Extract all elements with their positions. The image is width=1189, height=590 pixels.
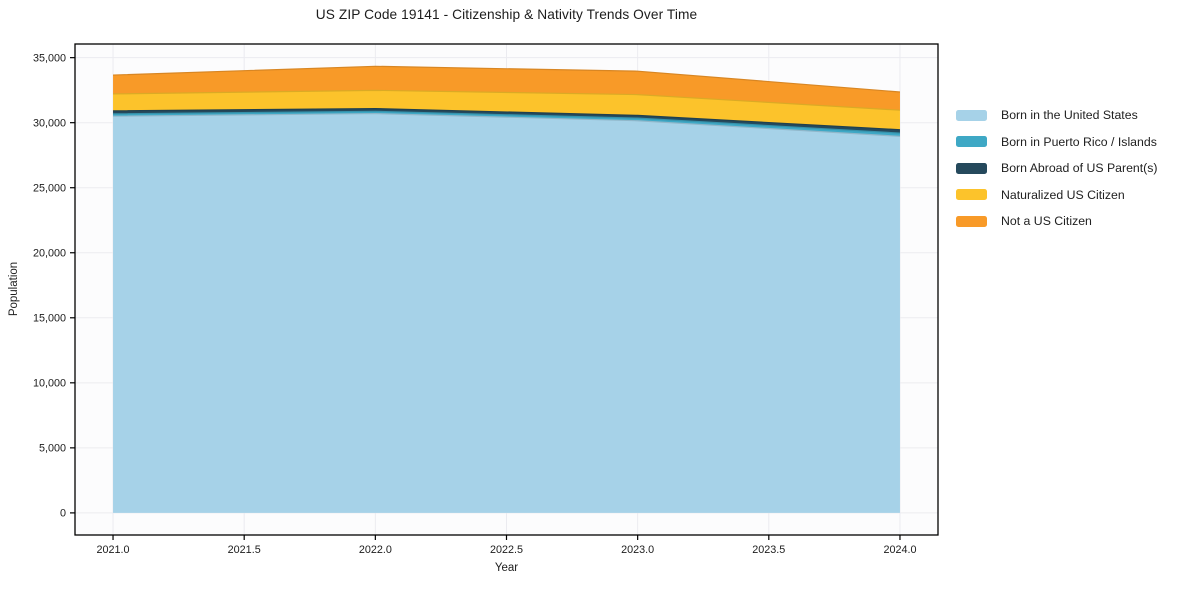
- y-tick-label: 0: [60, 508, 66, 520]
- y-tick-label: 25,000: [33, 183, 66, 195]
- x-tick-label: 2024.0: [883, 544, 916, 556]
- y-axis-label: Population: [8, 261, 20, 317]
- area-not-a-us-citizen: [113, 66, 900, 111]
- area-edge-not-a-us-citizen: [113, 65, 901, 93]
- legend-swatch-icon: [956, 215, 987, 227]
- y-tick-label: 5,000: [39, 443, 66, 455]
- area-edge-born-in-the-united-states: [113, 112, 901, 137]
- x-tick-label: 2021.0: [97, 544, 130, 556]
- area-edge-born-abroad-of-us-parent-s: [113, 107, 900, 131]
- y-tick-label: 30,000: [33, 117, 66, 129]
- area-naturalized-us-citizen: [113, 90, 900, 130]
- legend-item-born-abroad-of-us-parent-s: Born Abroad of US Parent(s): [956, 160, 1158, 176]
- legend-label: Born in the United States: [1001, 108, 1138, 122]
- legend-item-born-in-the-united-states: Born in the United States: [956, 107, 1158, 123]
- legend-item-born-in-puerto-rico-islands: Born in Puerto Rico / Islands: [956, 134, 1158, 150]
- legend-item-naturalized-us-citizen: Naturalized US Citizen: [956, 187, 1158, 203]
- y-tick-label: 20,000: [33, 248, 66, 260]
- y-tick-label: 15,000: [33, 313, 66, 325]
- x-tick-label: 2022.0: [359, 544, 392, 556]
- legend-item-not-a-us-citizen: Not a US Citizen: [956, 213, 1158, 229]
- y-tick-label: 35,000: [33, 52, 66, 64]
- x-tick-label: 2022.5: [490, 544, 523, 556]
- area-edge-naturalized-us-citizen: [113, 89, 901, 111]
- area-born-abroad-of-us-parent-s: [113, 108, 900, 134]
- legend-swatch-icon: [956, 189, 987, 200]
- legend-label: Born Abroad of US Parent(s): [1001, 161, 1158, 175]
- x-tick-label: 2023.0: [621, 544, 654, 556]
- legend-swatch-icon: [956, 162, 987, 174]
- legend-label: Naturalized US Citizen: [1001, 187, 1125, 202]
- legend-label: Not a US Citizen: [1001, 214, 1092, 228]
- legend: Born in the United States Born in Puerto …: [956, 107, 1158, 229]
- legend-label: Born in Puerto Rico / Islands: [1001, 134, 1157, 149]
- area-edge-born-in-puerto-rico-islands: [113, 110, 900, 134]
- x-tick-label: 2023.5: [752, 544, 785, 556]
- legend-swatch-icon: [956, 109, 987, 121]
- area-born-in-the-united-states: [113, 113, 900, 513]
- x-axis-label: Year: [494, 562, 519, 574]
- x-tick-label: 2021.5: [228, 544, 261, 556]
- area-born-in-puerto-rico-islands: [113, 111, 900, 137]
- y-tick-label: 10,000: [33, 378, 66, 390]
- chart-title: US ZIP Code 19141 - Citizenship & Nativi…: [315, 7, 698, 22]
- legend-swatch-icon: [956, 136, 987, 147]
